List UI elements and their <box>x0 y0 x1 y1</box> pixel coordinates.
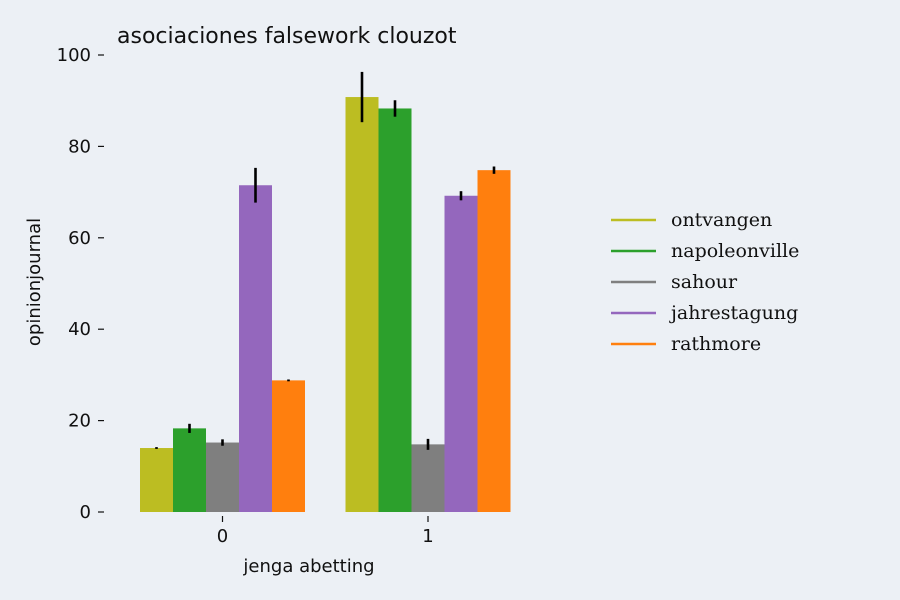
legend-label: rathmore <box>671 333 761 355</box>
y-tick-label: 20 <box>68 411 91 432</box>
legend-label: sahour <box>671 271 738 293</box>
bar <box>239 185 272 512</box>
y-tick-label: 40 <box>68 319 91 340</box>
bar <box>345 97 379 512</box>
x-tick-label: 1 <box>422 526 433 547</box>
bar <box>140 448 173 512</box>
bar <box>378 108 412 513</box>
bar <box>206 442 239 512</box>
legend-label: jahrestagung <box>669 302 798 324</box>
error-bars-group <box>155 71 496 450</box>
legend-label: napoleonville <box>671 240 799 262</box>
bars-group <box>140 97 511 513</box>
y-tick-label: 100 <box>57 45 91 66</box>
bar <box>477 170 511 512</box>
bar <box>444 195 478 513</box>
legend: ontvangen napoleonville sahour jahrestagung… <box>611 209 799 355</box>
y-tick-label: 60 <box>68 228 91 249</box>
y-tick-label: 80 <box>68 136 91 157</box>
x-tick-label: 0 <box>217 526 228 547</box>
y-axis: 0 20 40 60 80 100 <box>57 45 104 523</box>
x-axis-label: jenga abetting <box>242 556 374 577</box>
bar <box>411 444 445 512</box>
chart-title: asociaciones falsework clouzot <box>117 24 457 49</box>
legend-label: ontvangen <box>671 209 772 231</box>
y-axis-label: opinionjournal <box>24 218 45 346</box>
y-tick-label: 0 <box>80 502 91 523</box>
bar <box>173 428 206 512</box>
bar <box>272 380 305 512</box>
